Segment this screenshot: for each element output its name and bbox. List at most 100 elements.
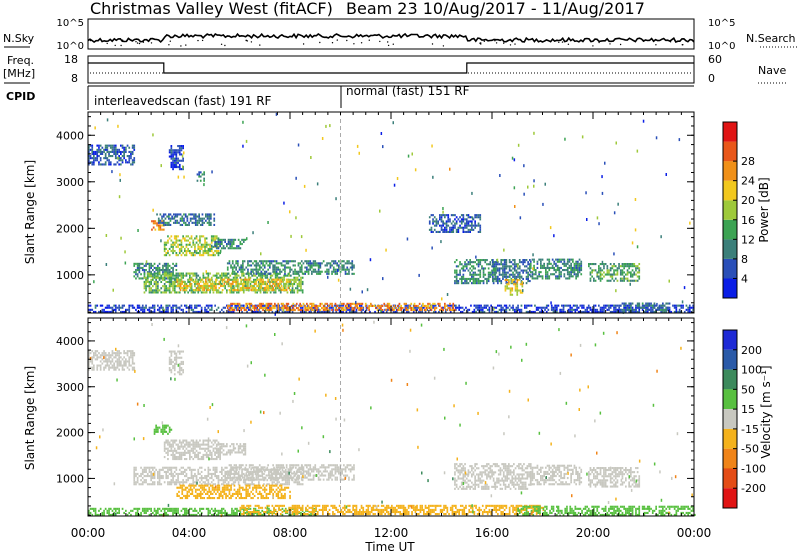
data-cell — [332, 262, 335, 265]
data-cell — [591, 269, 593, 272]
data-cell — [194, 280, 197, 283]
data-cell — [98, 364, 100, 367]
data-cell — [462, 275, 465, 278]
data-cell — [346, 268, 349, 271]
data-cell — [242, 285, 245, 288]
data-cell — [630, 265, 632, 268]
data-cell — [172, 306, 174, 309]
data-cell — [178, 451, 181, 454]
data-cell — [571, 306, 573, 309]
data-cell — [138, 483, 141, 486]
data-cell — [173, 277, 176, 280]
data-cell — [199, 245, 201, 248]
data-cell — [168, 360, 171, 363]
data-cell — [213, 219, 216, 222]
data-cell — [229, 449, 232, 452]
data-cell — [336, 309, 338, 312]
power-panel-frame — [87, 111, 695, 314]
data-cell — [189, 217, 192, 220]
data-cell — [211, 280, 214, 283]
data-cell — [217, 306, 220, 309]
data-cell — [207, 306, 210, 309]
data-cell — [209, 458, 211, 461]
data-cell — [631, 302, 634, 305]
data-cell — [264, 310, 267, 313]
data-cell — [270, 280, 273, 283]
data-cell — [189, 453, 191, 456]
data-cell — [195, 453, 198, 456]
data-cell — [214, 439, 216, 442]
data-cell — [298, 278, 301, 281]
data-cell — [287, 307, 290, 310]
data-cell — [495, 277, 498, 280]
data-cell — [138, 277, 141, 280]
data-cell — [116, 150, 119, 153]
data-cell — [297, 262, 300, 265]
data-cell — [121, 146, 124, 149]
data-cell — [269, 262, 271, 265]
data-cell — [511, 293, 514, 296]
data-cell — [510, 273, 513, 276]
data-cell — [182, 252, 184, 255]
data-cell — [214, 239, 216, 242]
data-cell — [113, 364, 115, 367]
data-cell — [198, 284, 200, 287]
data-cell — [247, 260, 249, 263]
data-cell — [477, 277, 480, 280]
data-cell — [344, 268, 347, 271]
data-cell — [242, 291, 245, 294]
data-cell — [418, 309, 421, 312]
data-cell — [162, 426, 164, 429]
data-cell — [178, 213, 180, 216]
data-cell — [460, 218, 463, 221]
data-cell — [175, 276, 178, 279]
data-cell — [514, 283, 517, 286]
data-cell — [180, 373, 183, 376]
data-cell — [378, 304, 381, 307]
data-cell — [111, 354, 114, 357]
data-cell — [244, 453, 247, 456]
data-cell — [237, 447, 240, 450]
data-cell — [452, 230, 455, 233]
data-cell — [190, 456, 193, 459]
data-cell — [625, 310, 627, 313]
data-cell — [173, 149, 176, 152]
data-cell — [628, 267, 630, 270]
data-cell — [690, 306, 693, 309]
data-cell — [432, 222, 434, 225]
data-cell — [108, 161, 110, 164]
data-cell — [153, 291, 156, 294]
data-cell — [203, 217, 205, 220]
data-cell — [416, 308, 418, 311]
data-cell — [101, 163, 104, 166]
data-cell — [140, 483, 142, 486]
nsearch-point — [483, 40, 485, 42]
data-cell — [242, 238, 245, 241]
data-cell — [548, 277, 551, 280]
data-cell — [121, 159, 124, 162]
data-cell — [195, 456, 198, 459]
data-cell — [120, 163, 122, 166]
data-cell — [173, 373, 176, 376]
data-cell — [349, 262, 352, 265]
data-cell — [653, 306, 656, 309]
data-cell — [316, 262, 318, 265]
data-cell — [556, 308, 558, 311]
data-cell — [560, 266, 562, 269]
data-cell — [489, 261, 492, 264]
data-cell — [274, 282, 276, 285]
data-cell — [170, 250, 173, 253]
data-cell — [662, 302, 664, 305]
data-cell — [175, 155, 178, 158]
data-cell — [123, 360, 125, 363]
data-cell — [123, 364, 125, 367]
data-cell — [173, 458, 176, 461]
data-cell — [244, 285, 247, 288]
data-cell — [165, 308, 168, 311]
data-cell — [182, 308, 184, 311]
data-cell — [148, 283, 151, 286]
data-cell — [99, 159, 102, 162]
data-cell — [609, 279, 612, 282]
data-cell — [504, 287, 507, 290]
data-cell — [626, 304, 629, 307]
